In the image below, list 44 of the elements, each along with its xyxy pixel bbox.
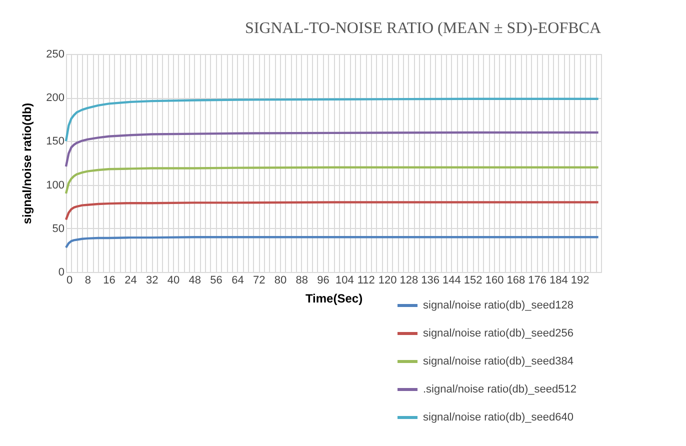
x-tick-label: 160: [485, 274, 504, 286]
legend-label: .signal/noise ratio(db)_seed512: [423, 384, 576, 396]
x-tick-label: 72: [252, 274, 266, 286]
legend-label: signal/noise ratio(db)_seed256: [423, 328, 574, 340]
x-tick-label: 120: [378, 274, 397, 286]
x-tick-label: 112: [357, 274, 375, 286]
x-tick-label: 24: [124, 274, 137, 286]
x-tick-label: 184: [550, 274, 568, 286]
x-tick-label: 80: [274, 274, 287, 286]
line-series: [64, 131, 600, 168]
line-series: [64, 236, 600, 249]
x-tick-label: 136: [421, 274, 440, 286]
x-tick-label: 144: [442, 274, 461, 286]
x-tick-label: 128: [400, 274, 418, 286]
x-tick-label: 152: [464, 274, 482, 286]
y-tick-label: 50: [52, 222, 64, 235]
x-tick-label: 168: [506, 274, 526, 286]
y-axis-title: signal/noise ratio(db): [20, 102, 34, 224]
x-tick-label: 88: [296, 274, 308, 286]
x-tick-label: 48: [188, 274, 202, 286]
y-tick-label: 250: [46, 48, 64, 60]
x-tick-label: 16: [103, 274, 116, 286]
x-tick-label: 176: [528, 274, 546, 286]
x-tick-label: 96: [317, 274, 330, 286]
x-tick-label: 40: [167, 274, 180, 286]
line-series: [64, 98, 600, 142]
x-axis-title: Time(Sec): [305, 292, 363, 306]
x-tick-label: 56: [210, 274, 222, 286]
line-series: [64, 166, 600, 195]
x-tick-label: 32: [146, 274, 158, 286]
y-tick-label: 200: [46, 92, 64, 104]
x-tick-label: 0: [66, 274, 73, 286]
legend-label: signal/noise ratio(db)_seed128: [423, 300, 574, 312]
x-tick-label: 64: [232, 274, 244, 286]
y-tick-label: 100: [46, 179, 64, 192]
chart-title: SIGNAL-TO-NOISE RATIO (MEAN ± SD)-EOFBCA: [244, 20, 602, 37]
legend-label: signal/noise ratio(db)_seed640: [423, 412, 574, 424]
y-tick-label: 150: [46, 136, 64, 148]
y-tick-label: 0: [58, 266, 64, 278]
x-tick-label: 192: [570, 274, 590, 286]
x-tick-label: 104: [336, 274, 354, 286]
x-tick-label: 8: [84, 274, 91, 286]
line-series: [64, 201, 600, 221]
legend-label: signal/noise ratio(db)_seed384: [423, 356, 574, 368]
